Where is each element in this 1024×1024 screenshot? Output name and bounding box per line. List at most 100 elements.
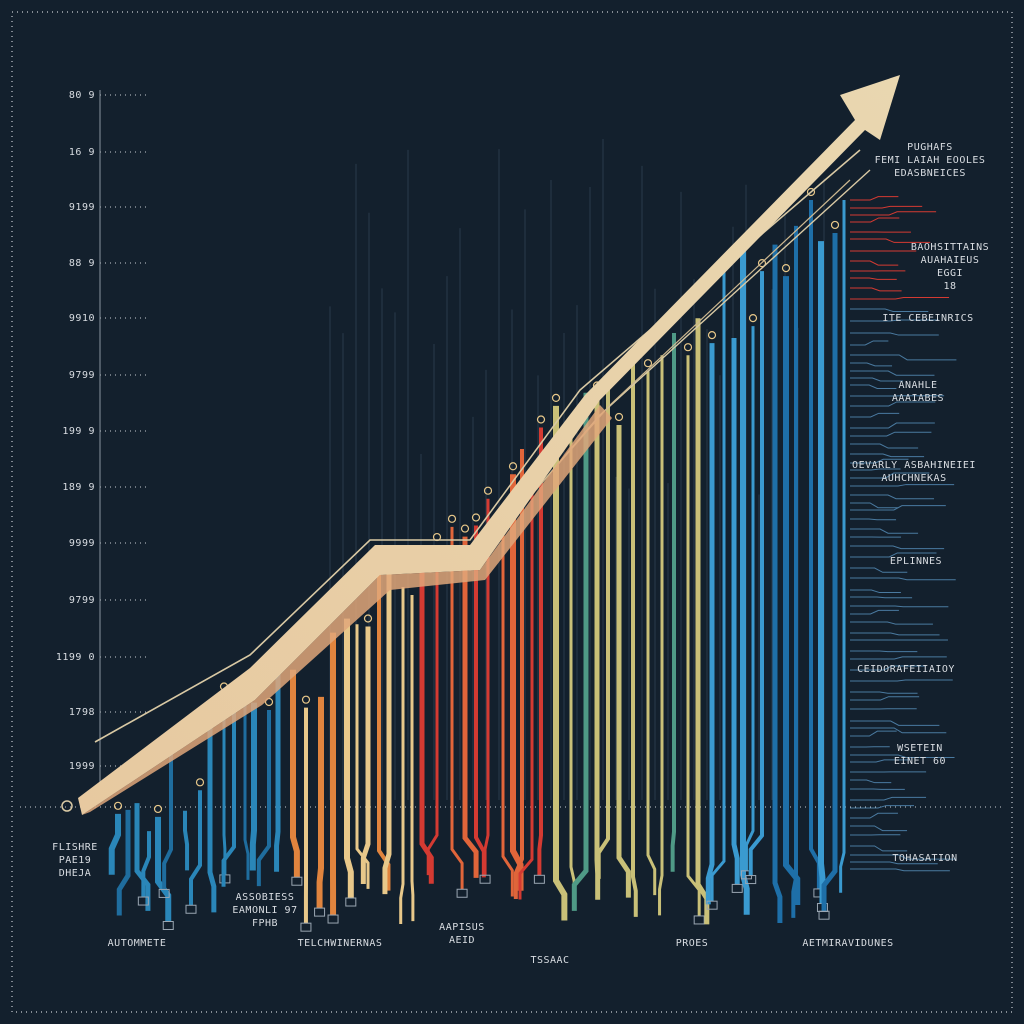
decor-bar [141, 831, 151, 898]
decor-bar [249, 702, 257, 871]
decor-bar [513, 448, 524, 899]
decor-node [643, 359, 653, 368]
decor-chip [291, 876, 303, 886]
y-axis-label: 9999 [69, 538, 95, 549]
y-axis-label: 9199 [69, 202, 95, 213]
bottom-note: AAPISUS [439, 922, 485, 933]
circuit-trace [850, 727, 947, 734]
decor-bar [426, 545, 439, 876]
circuit-trace [850, 605, 949, 608]
circuit-trace [850, 340, 889, 346]
arrow-trace [94, 149, 861, 743]
circuit-trace [850, 196, 899, 201]
decor-bar [410, 595, 415, 922]
y-axis-label: 1999 [69, 761, 95, 772]
decor-bar [360, 626, 371, 884]
circuit-trace [850, 825, 908, 832]
circuit-trace [850, 845, 908, 852]
decor-node [363, 614, 373, 623]
decor-bar [705, 343, 715, 905]
right-note: AAAIABES [892, 393, 944, 404]
circuit-trace [850, 443, 919, 449]
circuit-trace [850, 468, 901, 471]
circuit-trace [850, 730, 897, 737]
decor-bar [162, 738, 173, 890]
circuit-trace [850, 505, 946, 511]
right-note: 18 [943, 281, 956, 292]
y-axis-label: 16 9 [69, 147, 95, 158]
right-note: AUHCHNEKAS [881, 473, 946, 484]
decor-node [757, 259, 767, 268]
circuit-trace [850, 796, 927, 801]
circuit-trace [850, 720, 940, 726]
decor-node [707, 331, 717, 340]
left-note: FLISHRE [52, 842, 98, 853]
decor-node [301, 695, 311, 704]
decor-node [536, 415, 546, 424]
arrow-shade [82, 405, 612, 815]
circuit-trace [850, 589, 901, 594]
decor-node [113, 801, 123, 810]
circuit-trace [850, 384, 897, 389]
circuit-trace [850, 377, 903, 382]
circuit-trace [850, 319, 939, 322]
decor-bar [256, 709, 271, 887]
circuit-trace [850, 552, 937, 558]
decor-bar [243, 685, 250, 880]
right-note: EPLINNES [890, 556, 942, 567]
y-axis-label: 9799 [69, 370, 95, 381]
right-note: EDASBNEICES [894, 168, 966, 179]
decor-bar [290, 669, 300, 878]
decor-bar [382, 571, 392, 895]
right-note: AUAHAIEUS [921, 255, 980, 266]
decor-bar [748, 271, 764, 876]
circuit-trace [850, 779, 892, 784]
decor-node [748, 313, 758, 323]
y-axis-label: 9910 [69, 313, 95, 324]
decor-bar [744, 326, 755, 871]
circuit-trace [850, 308, 929, 313]
circuit-trace [850, 453, 925, 458]
bottom-note: PROES [676, 938, 709, 949]
bottom-note: EAMONLI 97 [232, 905, 297, 916]
decor-bar [646, 371, 657, 896]
y-axis-label: 1199 0 [56, 652, 95, 663]
circuit-trace [850, 211, 937, 216]
arrow-node [61, 800, 73, 812]
decor-bar [553, 405, 568, 921]
decor-chip [158, 888, 170, 898]
circuit-trace [850, 567, 908, 573]
circuit-trace [850, 754, 955, 759]
decor-bar [710, 269, 726, 902]
decor-bar [809, 200, 821, 889]
circuit-trace [850, 260, 899, 266]
bottom-note: AEID [449, 935, 475, 946]
left-note: PAE19 [59, 855, 92, 866]
circuit-trace [850, 277, 897, 280]
decor-chip [162, 921, 174, 931]
decor-bar [462, 536, 479, 878]
decor-bar [419, 565, 434, 884]
decor-bar [483, 498, 490, 876]
circuit-trace [850, 502, 899, 509]
right-note: FEMI LAIAH EOOLES [875, 155, 986, 166]
decor-chip [745, 875, 757, 885]
decor-node [508, 462, 518, 471]
left-note: DHEJA [59, 868, 92, 879]
decor-bar [399, 587, 405, 925]
circuit-trace [850, 596, 913, 599]
y-axis-label: 9799 [69, 595, 95, 606]
circuit-trace [850, 679, 953, 682]
y-axis-label: 88 9 [69, 258, 95, 269]
circuit-trace [850, 759, 911, 763]
decor-node [614, 412, 624, 422]
circuit-trace [850, 297, 950, 300]
right-note: CEIDORAFEIIAIOY [857, 664, 955, 675]
right-note: PUGHAFS [907, 142, 953, 153]
circuit-trace [850, 370, 935, 376]
decor-chip [731, 883, 743, 893]
right-note: BAOHSITTAINS [911, 242, 989, 253]
decor-bar [791, 225, 798, 918]
decor-node [781, 264, 791, 273]
circuit-trace [850, 205, 923, 209]
